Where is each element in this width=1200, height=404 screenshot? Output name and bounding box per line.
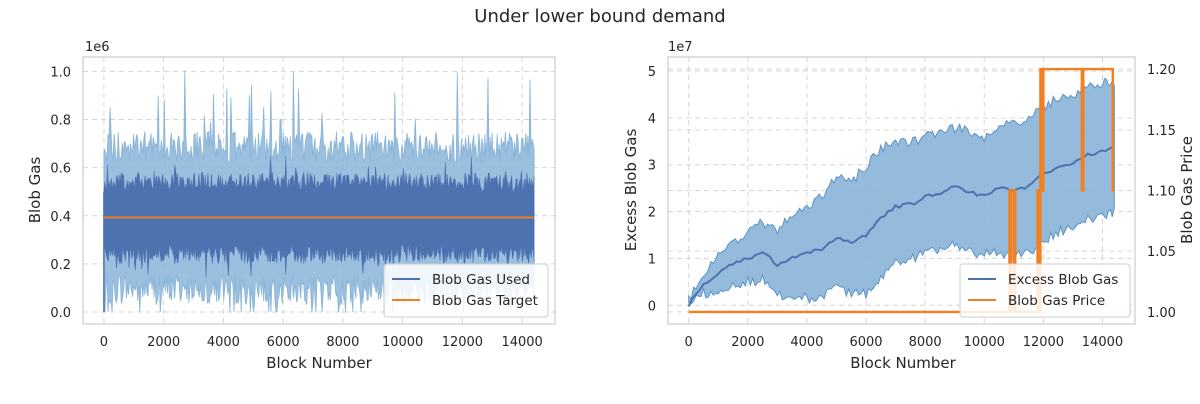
right-plot-frame: [667, 56, 1136, 325]
right-y-axis-label: Excess Blob Gas: [622, 129, 640, 252]
x-tick-label: 8000: [909, 335, 942, 350]
right-secondary-y-ticks: 1.00 1.05 1.10 1.15 1.20: [1147, 63, 1176, 321]
x-tick-label: 10000: [964, 335, 1005, 350]
y-right-tick-label: 1.20: [1147, 63, 1176, 78]
right-x-ticks: 0 2000 4000 6000 8000 10000 12000 14000: [685, 335, 1124, 350]
figure-title: Under lower bound demand: [474, 6, 725, 27]
left-legend-box: [383, 263, 549, 318]
y-tick-label: 4: [648, 112, 656, 127]
right-plot-data: [687, 67, 1115, 314]
right-plot: 0 2000 4000 6000 8000 10000 12000 14000 012345 …: [622, 40, 1196, 372]
excess-blob-gas-band: [688, 77, 1115, 305]
y-tick-label: 0.6: [50, 162, 71, 177]
right-legend-box: [959, 263, 1131, 318]
y-tick-label: 0.4: [50, 210, 71, 225]
right-secondary-y-axis-label: Blob Gas Price: [1178, 136, 1196, 244]
x-tick-label: 0: [685, 335, 693, 350]
y-tick-label: 1.0: [50, 65, 71, 80]
left-plot-data: [103, 70, 535, 313]
x-tick-label: 14000: [501, 335, 542, 350]
y-right-tick-label: 1.00: [1147, 306, 1176, 321]
x-tick-label: 8000: [326, 335, 359, 350]
x-tick-label: 0: [100, 335, 108, 350]
y-right-tick-label: 1.10: [1147, 185, 1176, 200]
left-plot-frame: [82, 56, 556, 325]
excess-blob-gas-line: [687, 146, 1115, 307]
y-tick-label: 5: [648, 65, 656, 80]
left-x-ticks: 0 2000 4000 6000 8000 10000 12000 14000: [100, 335, 543, 350]
y-right-tick-label: 1.15: [1147, 124, 1176, 139]
left-legend: Blob Gas Used Blob Gas Target: [383, 263, 549, 318]
x-tick-label: 12000: [1023, 335, 1064, 350]
x-tick-label: 2000: [147, 335, 180, 350]
y-tick-label: 0: [648, 299, 656, 314]
right-legend-label-price: Blob Gas Price: [1008, 293, 1105, 309]
left-y-axis-label: Blob Gas: [26, 157, 44, 224]
x-tick-label: 12000: [442, 335, 483, 350]
left-x-axis-label: Block Number: [266, 354, 372, 372]
x-tick-label: 6000: [267, 335, 300, 350]
y-tick-label: 1: [648, 252, 656, 267]
right-y-offset-label: 1e7: [668, 40, 693, 55]
y-tick-label: 3: [648, 159, 656, 174]
left-plot: 0 2000 4000 6000 8000 10000 12000 14000 0.00.20…: [26, 40, 556, 372]
left-legend-label-target: Blob Gas Target: [432, 293, 538, 309]
x-tick-label: 4000: [207, 335, 240, 350]
y-tick-label: 0.2: [50, 258, 71, 273]
right-legend-label-excess: Excess Blob Gas: [1008, 272, 1118, 288]
x-tick-label: 14000: [1082, 335, 1123, 350]
y-tick-label: 0.8: [50, 114, 71, 129]
left-legend-label-used: Blob Gas Used: [432, 272, 530, 288]
right-x-axis-label: Block Number: [850, 354, 956, 372]
left-y-ticks: 0.0 0.2 0.4 0.6 0.8 1.0: [50, 65, 71, 321]
y-right-tick-label: 1.05: [1147, 245, 1176, 260]
x-tick-label: 10000: [382, 335, 423, 350]
x-tick-label: 4000: [790, 335, 823, 350]
right-y-ticks: 0 1 2 3 4 5: [648, 65, 656, 314]
y-tick-label: 0.0: [50, 306, 71, 321]
x-tick-label: 2000: [731, 335, 764, 350]
x-tick-label: 6000: [849, 335, 882, 350]
y-tick-label: 2: [648, 206, 656, 221]
right-legend: Excess Blob Gas Blob Gas Price: [959, 263, 1131, 318]
left-y-offset-label: 1e6: [85, 40, 110, 55]
